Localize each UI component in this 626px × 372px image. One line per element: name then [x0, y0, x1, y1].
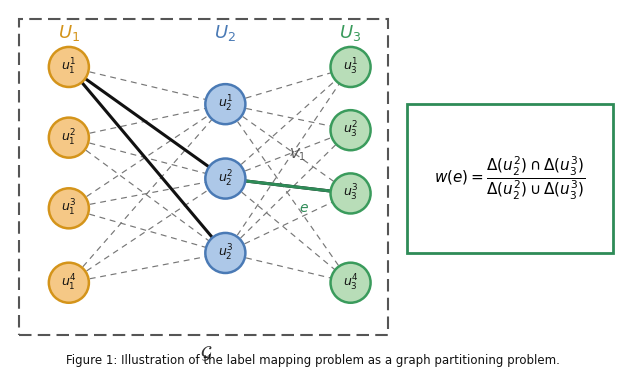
Text: $u_3^4$: $u_3^4$: [343, 273, 358, 293]
Text: $U_2$: $U_2$: [214, 23, 237, 44]
Ellipse shape: [331, 110, 371, 150]
Text: $u_1^3$: $u_1^3$: [61, 198, 76, 218]
Ellipse shape: [331, 47, 371, 87]
Text: $\mathcal{G}$: $\mathcal{G}$: [200, 344, 213, 363]
Text: $u_2^3$: $u_2^3$: [218, 243, 233, 263]
Ellipse shape: [49, 118, 89, 158]
Text: $u_1^1$: $u_1^1$: [61, 57, 76, 77]
Text: $e$: $e$: [299, 201, 309, 215]
Ellipse shape: [205, 233, 245, 273]
Text: $u_2^2$: $u_2^2$: [218, 169, 233, 189]
Ellipse shape: [205, 84, 245, 124]
Ellipse shape: [205, 158, 245, 199]
Text: $U_1$: $U_1$: [58, 23, 80, 44]
Text: $u_3^2$: $u_3^2$: [343, 120, 358, 140]
Ellipse shape: [49, 263, 89, 303]
Ellipse shape: [49, 47, 89, 87]
Text: $u_3^3$: $u_3^3$: [343, 183, 358, 203]
Text: $u_3^1$: $u_3^1$: [343, 57, 358, 77]
Text: Figure 1: Illustration of the label mapping problem as a graph partitioning prob: Figure 1: Illustration of the label mapp…: [66, 355, 560, 367]
Ellipse shape: [49, 188, 89, 228]
Text: $u_2^1$: $u_2^1$: [218, 94, 233, 114]
Ellipse shape: [331, 173, 371, 214]
Text: $U_3$: $U_3$: [339, 23, 362, 44]
Ellipse shape: [331, 263, 371, 303]
Text: $u_1^4$: $u_1^4$: [61, 273, 76, 293]
Text: $u_1^2$: $u_1^2$: [61, 128, 76, 148]
Text: $w(e) = \dfrac{\Delta(u_2^2) \cap \Delta(u_3^3)}{\Delta(u_2^2) \cup \Delta(u_3^3: $w(e) = \dfrac{\Delta(u_2^2) \cap \Delta…: [434, 155, 586, 202]
Text: $V_1$: $V_1$: [289, 146, 305, 163]
Bar: [407, 104, 613, 253]
Bar: [19, 19, 388, 335]
